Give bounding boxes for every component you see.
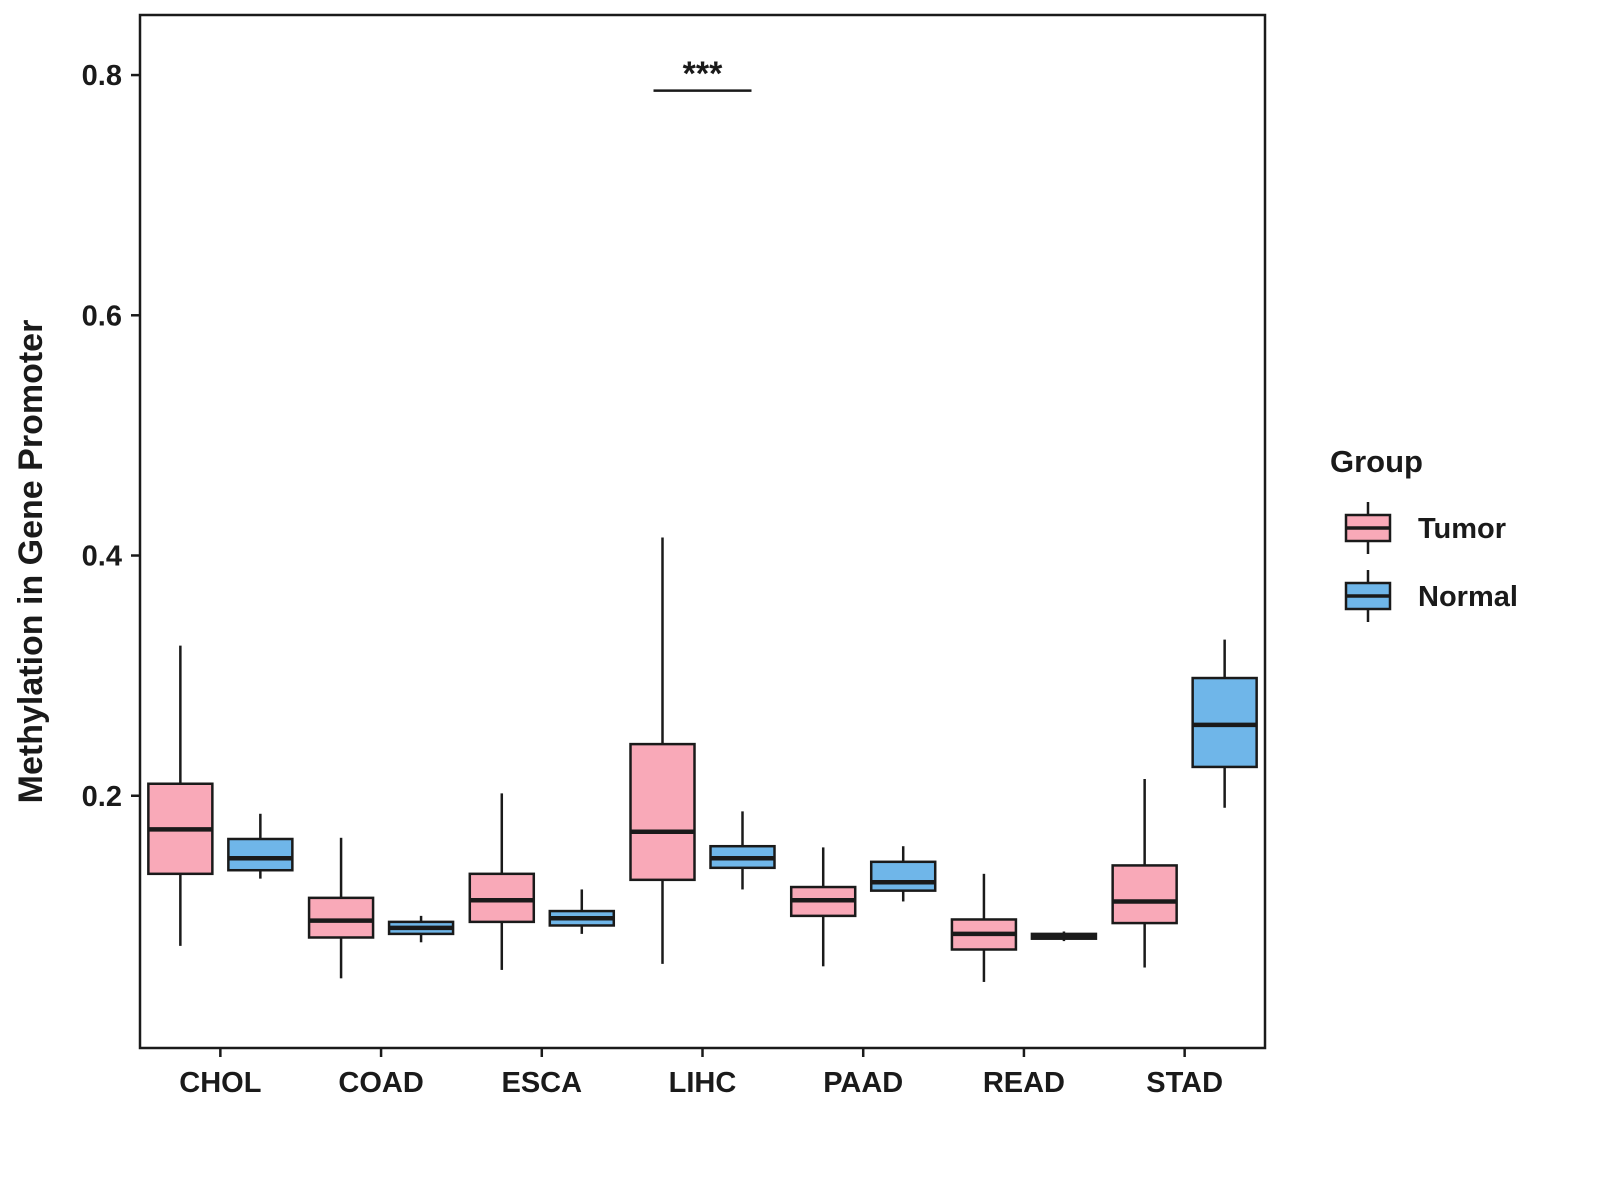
box-ESCA-Normal — [548, 889, 616, 934]
x-tick-label: COAD — [338, 1067, 423, 1099]
x-tick-label: PAAD — [823, 1067, 903, 1099]
y-tick-label: 0.4 — [82, 541, 122, 573]
y-axis-title: Methylation in Gene Promoter — [12, 320, 50, 804]
box-READ-Tumor — [950, 873, 1018, 982]
legend-key-tumor: Tumor — [1344, 502, 1506, 554]
panel-border — [138, 13, 1267, 1050]
legend-title: Group — [1330, 444, 1423, 479]
x-tick-label: CHOL — [179, 1067, 261, 1099]
x-tick-label: LIHC — [669, 1067, 737, 1099]
box-STAD-Normal — [1191, 639, 1258, 808]
significance-stars: *** — [683, 55, 723, 93]
box-ESCA-Tumor — [468, 793, 536, 970]
box-READ-Normal — [1030, 931, 1098, 942]
y-tick-label: 0.8 — [82, 60, 122, 92]
x-tick-label: ESCA — [501, 1067, 582, 1099]
legend-label: Tumor — [1418, 513, 1506, 545]
legend-label: Normal — [1418, 581, 1518, 613]
box-COAD-Tumor — [307, 837, 375, 979]
y-tick-label: 0.6 — [82, 300, 122, 332]
box-PAAD-Tumor — [789, 847, 857, 967]
box-LIHC-Tumor — [629, 537, 696, 964]
box-CHOL-Normal — [227, 813, 294, 879]
legend: Group Tumor Normal — [1330, 444, 1518, 622]
axes: 0.2 0.4 0.6 0.8 CHOL COAD ESCA LIHC PAAD READ STAD… — [12, 60, 1223, 1099]
x-tick-label: STAD — [1146, 1067, 1223, 1099]
box-LIHC-Normal — [709, 811, 776, 890]
x-tick-label: READ — [983, 1067, 1065, 1099]
box-STAD-Tumor — [1111, 778, 1178, 968]
box-CHOL-Tumor — [147, 645, 214, 946]
legend-key-normal: Normal — [1344, 570, 1518, 622]
box-COAD-Normal — [387, 915, 455, 943]
box-PAAD-Normal — [869, 846, 937, 902]
significance-annotation: *** — [653, 55, 752, 93]
boxes — [147, 537, 1258, 982]
y-tick-label: 0.2 — [82, 781, 122, 813]
